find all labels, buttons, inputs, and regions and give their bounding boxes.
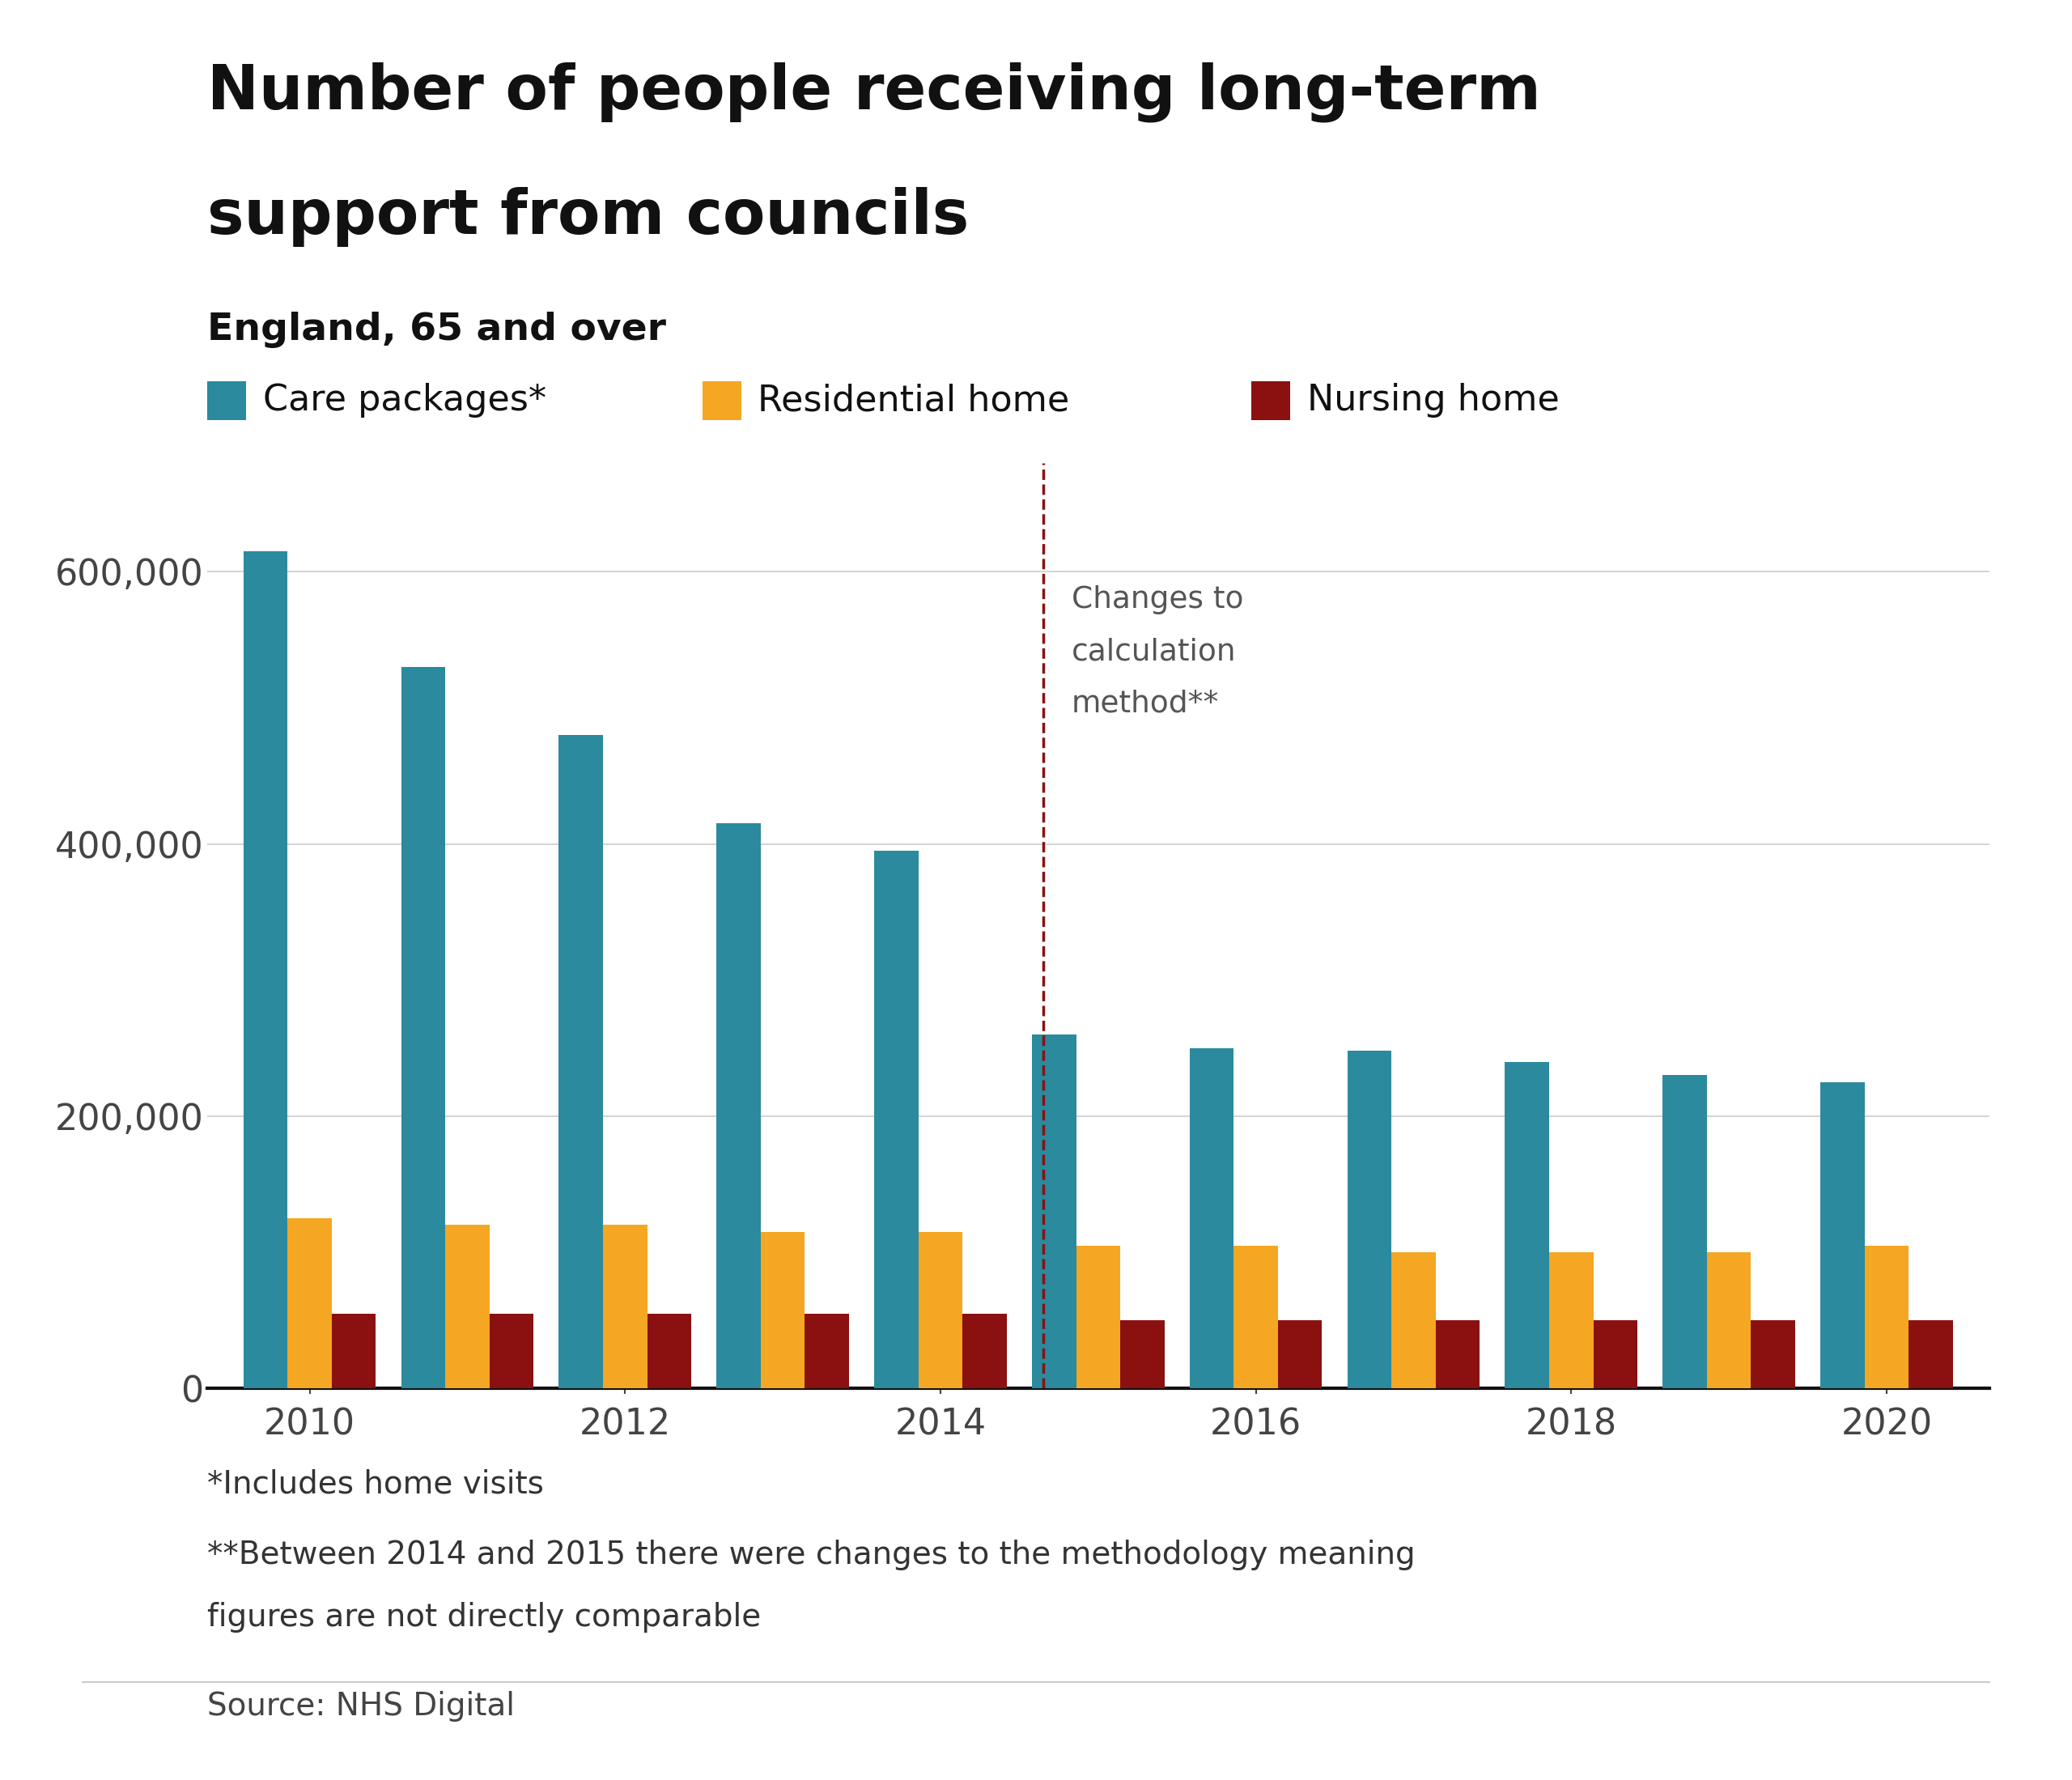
Bar [1436,1321,1479,1388]
Text: Nursing home: Nursing home [1307,383,1558,418]
Bar [288,1218,332,1388]
Bar [963,1314,1007,1388]
Bar [1032,1034,1075,1388]
Bar [332,1314,375,1388]
Bar [489,1314,535,1388]
Text: **Between 2014 and 2015 there were changes to the methodology meaning: **Between 2014 and 2015 there were chang… [207,1540,1415,1570]
Bar [1865,1246,1908,1388]
Bar [1751,1321,1794,1388]
Bar [1189,1048,1233,1388]
Bar [1392,1253,1436,1388]
Bar [646,1314,692,1388]
Text: Care packages*: Care packages* [263,383,547,418]
Bar [1121,1321,1164,1388]
Bar [717,824,760,1388]
Bar [244,552,288,1388]
Text: BBC: BBC [1896,1711,1968,1743]
Bar [804,1314,850,1388]
Bar [1707,1253,1751,1388]
Bar [1347,1050,1392,1388]
Text: Changes to
calculation
method**: Changes to calculation method** [1071,586,1243,717]
Bar [874,851,918,1388]
Text: Number of people receiving long-term: Number of people receiving long-term [207,62,1542,123]
Bar [445,1225,489,1388]
Bar [1075,1246,1121,1388]
Bar [1593,1321,1637,1388]
Bar [1821,1082,1865,1388]
Bar [1278,1321,1322,1388]
Text: figures are not directly comparable: figures are not directly comparable [207,1602,760,1632]
Bar [1504,1061,1550,1388]
Bar [918,1232,963,1388]
Text: Source: NHS Digital: Source: NHS Digital [207,1691,514,1721]
Bar [760,1232,804,1388]
Bar [603,1225,646,1388]
Bar [1233,1246,1278,1388]
Text: Residential home: Residential home [758,383,1069,418]
Text: *Includes home visits: *Includes home visits [207,1468,543,1499]
Bar [559,735,603,1388]
Bar [1662,1075,1707,1388]
Text: England, 65 and over: England, 65 and over [207,312,665,347]
Bar [1908,1321,1952,1388]
Bar [1550,1253,1593,1388]
Bar [402,668,445,1388]
Text: support from councils: support from councils [207,187,970,247]
